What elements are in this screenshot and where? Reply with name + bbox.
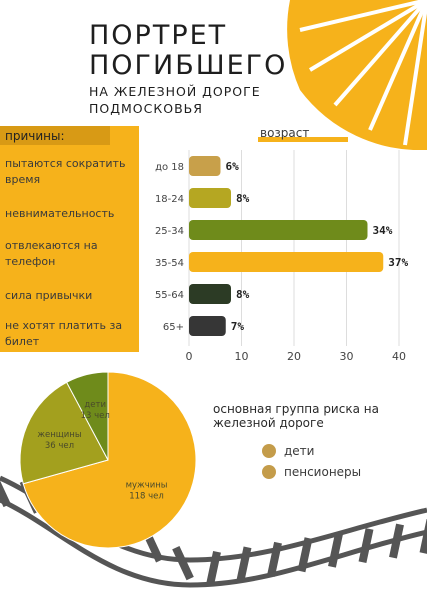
rail-tie <box>236 546 252 582</box>
pie-slice <box>65 371 109 461</box>
category-label: 18-24 <box>155 194 184 205</box>
legend-label: дети <box>284 444 315 458</box>
bar-value-label: 6% <box>226 160 240 173</box>
category-label: 35-54 <box>155 258 184 269</box>
pie-slice <box>19 381 109 485</box>
category-label: до 18 <box>155 162 184 173</box>
sunburst-decoration <box>287 0 427 150</box>
bar <box>189 316 226 336</box>
rail-tie <box>172 546 194 581</box>
legend-dot <box>262 465 276 479</box>
title-line-3: НА ЖЕЛЕЗНОЙ ДОРОГЕ <box>89 84 261 99</box>
category-label: 55-64 <box>155 290 184 301</box>
reason-item: пытаются сократить время <box>5 157 126 186</box>
legend-dot <box>262 444 276 458</box>
rail-tie <box>358 528 374 564</box>
pie-slice-label: дети <box>84 400 106 410</box>
pie-slice <box>22 371 197 549</box>
x-tick-label: 10 <box>235 350 249 363</box>
title-line-2: ПОГИБШЕГО <box>89 50 288 81</box>
reasons-panel <box>0 126 139 352</box>
reason-item: сила привычки <box>5 289 93 302</box>
reasons-header: причины: <box>5 129 65 143</box>
pie-slice-label: мужчины <box>126 480 168 490</box>
bar-value-label: 7% <box>231 320 245 333</box>
x-tick-label: 20 <box>287 350 301 363</box>
pie-slice-value: 36 чел <box>45 441 74 451</box>
bar-value-label: 8% <box>236 288 250 301</box>
risk-group-title-2: железной дороге <box>213 416 324 430</box>
bar <box>189 284 231 304</box>
title-line-4: ПОДМОСКОВЬЯ <box>89 101 203 116</box>
x-tick-label: 30 <box>340 350 354 363</box>
reason-item: отвлекаются на телефон <box>5 239 98 268</box>
bar-value-label: 8% <box>236 192 250 205</box>
bar-value-label: 34% <box>373 224 393 237</box>
bar <box>189 188 231 208</box>
x-tick-label: 40 <box>392 350 406 363</box>
age-header-underline <box>258 137 348 142</box>
rail-tie <box>297 537 313 573</box>
category-label: 25-34 <box>155 226 184 237</box>
title-line-1: ПОРТРЕТ <box>89 20 228 51</box>
rail-tie <box>419 518 427 554</box>
age-chart-title: возраст <box>260 126 310 140</box>
pie-slice-label: женщины <box>37 430 81 440</box>
rail-tie <box>0 472 11 508</box>
reasons-header-band <box>0 126 110 145</box>
pie-slice-value: 13 чел <box>81 411 110 421</box>
bar <box>189 252 384 272</box>
bar <box>189 220 368 240</box>
age-bar-chart: 0 10 20 30 40 до 18 6% 18-24 8% 25-34 34% 35-54 37% 5… <box>155 150 408 363</box>
reason-item: невнимательность <box>5 207 115 220</box>
bar-value-label: 37% <box>388 256 408 269</box>
legend-label: пенсионеры <box>284 465 362 479</box>
reason-item: не хотят платить за билет <box>5 319 123 348</box>
risk-group-title: основная группа риска на <box>213 402 379 416</box>
x-tick-label: 0 <box>186 350 193 363</box>
bar <box>189 156 221 176</box>
category-label: 65+ <box>163 322 184 333</box>
pie-slice-value: 118 чел <box>129 491 164 501</box>
